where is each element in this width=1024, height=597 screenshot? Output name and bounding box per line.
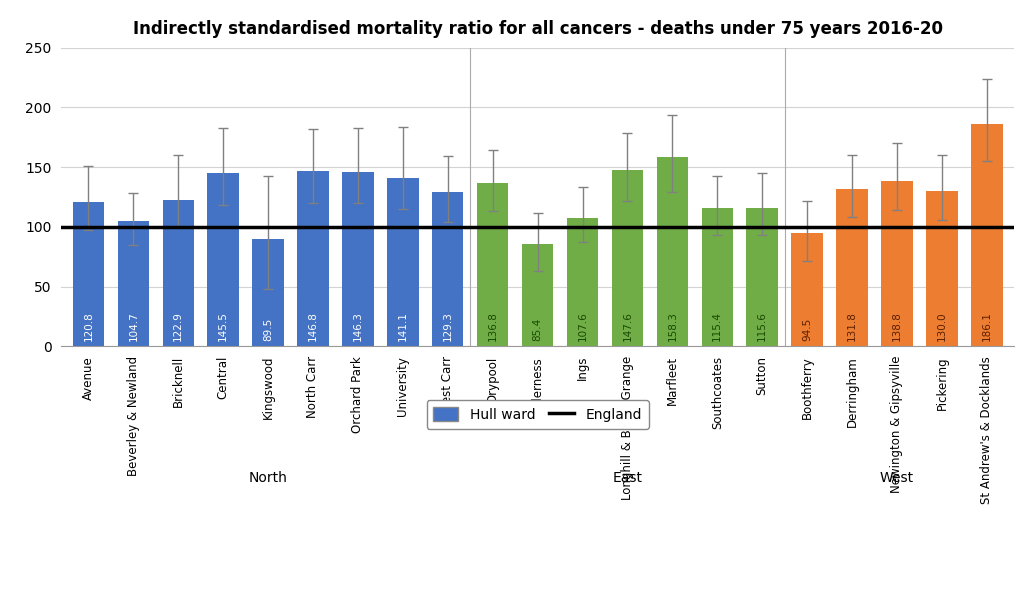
Bar (701, 208, 733, 346)
Text: 107.6: 107.6 (578, 312, 588, 341)
Bar (522, 244, 553, 346)
Text: 186.1: 186.1 (982, 312, 992, 341)
Text: 94.5: 94.5 (802, 318, 812, 341)
Bar (971, 124, 1002, 346)
Text: North: North (249, 471, 288, 485)
Text: 131.8: 131.8 (847, 312, 857, 341)
Bar (208, 173, 239, 346)
Bar (611, 170, 643, 346)
Text: West: West (880, 471, 914, 485)
Text: 89.5: 89.5 (263, 318, 273, 341)
Bar (837, 189, 867, 346)
Bar (342, 171, 374, 346)
Bar (118, 221, 150, 346)
Bar (432, 192, 464, 346)
Text: 141.1: 141.1 (398, 312, 408, 341)
Title: Indirectly standardised mortality ratio for all cancers - deaths under 75 years : Indirectly standardised mortality ratio … (132, 20, 943, 38)
Text: 104.7: 104.7 (128, 312, 138, 341)
Text: 85.4: 85.4 (532, 318, 543, 341)
Text: 120.8: 120.8 (83, 312, 93, 341)
Text: 130.0: 130.0 (937, 312, 947, 341)
Bar (477, 183, 508, 346)
Legend: Hull ward, England: Hull ward, England (427, 400, 648, 429)
Text: 138.8: 138.8 (892, 312, 902, 341)
Bar (252, 239, 284, 346)
Bar (73, 202, 104, 346)
Bar (163, 199, 194, 346)
Text: 145.5: 145.5 (218, 312, 228, 341)
Text: 136.8: 136.8 (487, 312, 498, 341)
Bar (746, 208, 778, 346)
Bar (387, 178, 419, 346)
Bar (567, 218, 598, 346)
Text: 115.6: 115.6 (757, 312, 767, 341)
Bar (297, 171, 329, 346)
Text: 129.3: 129.3 (442, 312, 453, 341)
Text: 115.4: 115.4 (713, 312, 722, 341)
Bar (792, 233, 823, 346)
Text: East: East (612, 471, 642, 485)
Bar (656, 157, 688, 346)
Bar (882, 180, 912, 346)
Text: 147.6: 147.6 (623, 312, 633, 341)
Text: 146.8: 146.8 (308, 312, 318, 341)
Text: 158.3: 158.3 (668, 312, 677, 341)
Bar (926, 191, 957, 346)
Text: 146.3: 146.3 (353, 312, 362, 341)
Text: 122.9: 122.9 (173, 312, 183, 341)
